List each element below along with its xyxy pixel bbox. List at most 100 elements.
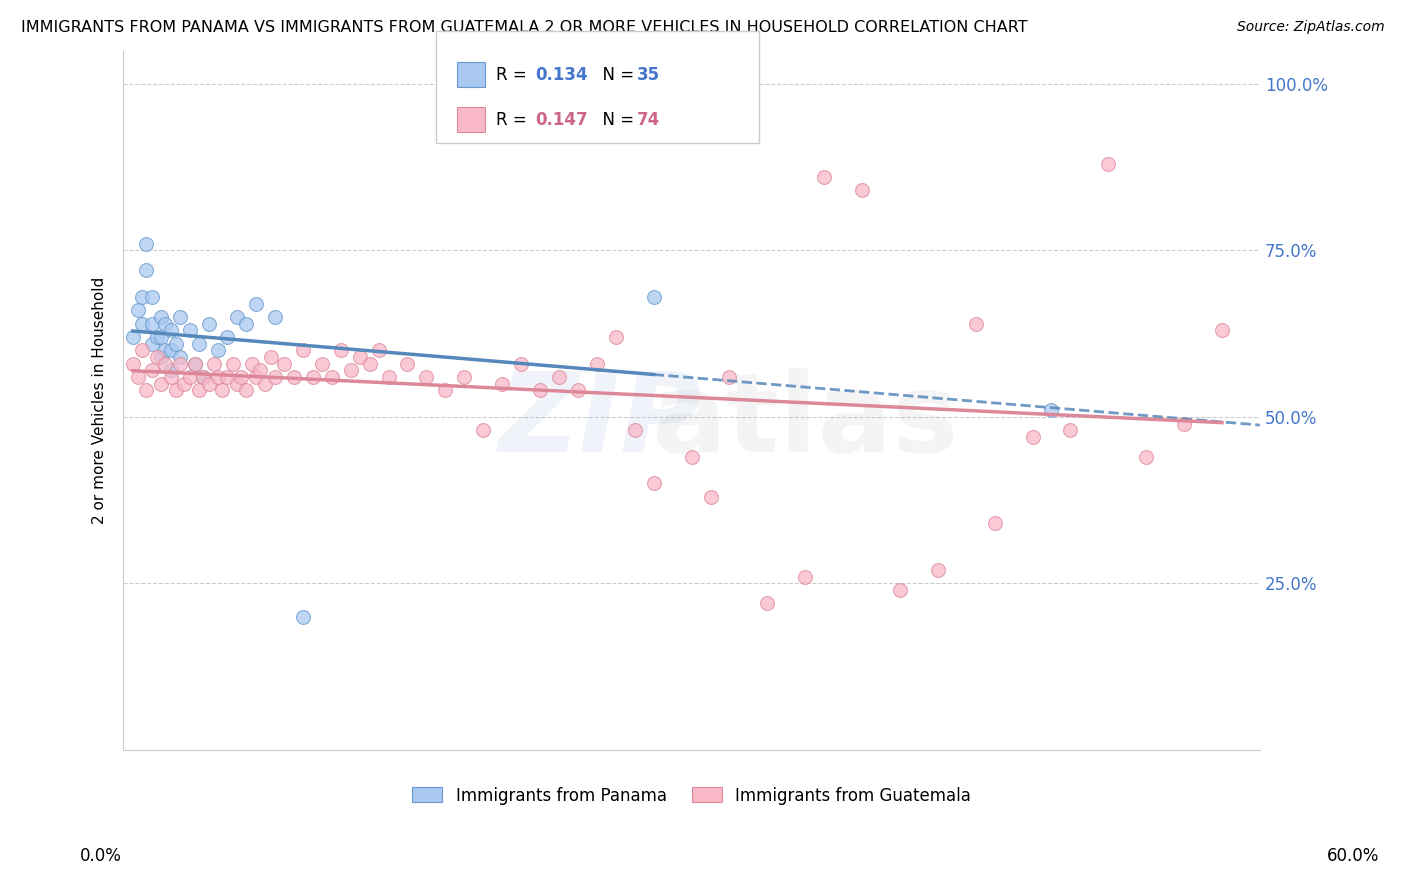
Point <box>718 370 741 384</box>
Point <box>330 343 353 358</box>
Point <box>548 370 571 384</box>
Point <box>121 357 143 371</box>
Text: 35: 35 <box>637 66 659 84</box>
Text: R =: R = <box>496 111 533 128</box>
Point <box>222 357 245 371</box>
Point <box>211 383 233 397</box>
Point <box>983 516 1005 531</box>
Point <box>141 290 163 304</box>
Text: 0.147: 0.147 <box>536 111 588 128</box>
Point <box>150 376 173 391</box>
Point <box>179 323 201 337</box>
Point <box>292 609 315 624</box>
Point <box>1135 450 1157 464</box>
Text: Source: ZipAtlas.com: Source: ZipAtlas.com <box>1237 20 1385 34</box>
Point <box>1021 430 1043 444</box>
Point <box>191 370 214 384</box>
Point <box>605 330 627 344</box>
Point <box>491 376 513 391</box>
Point <box>813 170 835 185</box>
Point <box>131 290 153 304</box>
Point <box>349 350 371 364</box>
Point <box>235 317 257 331</box>
Point <box>153 357 176 371</box>
Point <box>217 330 239 344</box>
Point <box>472 423 495 437</box>
Point <box>245 370 267 384</box>
Point <box>249 363 271 377</box>
Point <box>1040 403 1063 417</box>
Point <box>377 370 399 384</box>
Point <box>229 370 252 384</box>
Point <box>263 310 285 324</box>
Point <box>292 343 315 358</box>
Point <box>263 370 285 384</box>
Point <box>260 350 283 364</box>
Text: N =: N = <box>592 111 640 128</box>
Point <box>510 357 533 371</box>
Point <box>301 370 323 384</box>
Point <box>202 357 225 371</box>
Point <box>359 357 381 371</box>
Point <box>235 383 257 397</box>
Point <box>207 370 229 384</box>
Point <box>240 357 263 371</box>
Point <box>127 303 149 318</box>
Point <box>188 383 211 397</box>
Point <box>191 370 214 384</box>
Point <box>141 336 163 351</box>
Point <box>159 343 181 358</box>
Point <box>851 184 873 198</box>
Point <box>150 330 173 344</box>
Point <box>159 323 181 337</box>
Point <box>153 343 176 358</box>
Point <box>699 490 721 504</box>
Point <box>197 317 219 331</box>
Point <box>159 363 181 377</box>
Point <box>453 370 475 384</box>
Point <box>339 363 361 377</box>
Point <box>529 383 551 397</box>
Point <box>567 383 589 397</box>
Point <box>135 383 157 397</box>
Point <box>245 296 267 310</box>
Text: R =: R = <box>496 66 533 84</box>
Text: ZIP: ZIP <box>499 368 703 475</box>
Point <box>141 317 163 331</box>
Point <box>169 350 191 364</box>
Point <box>169 357 191 371</box>
Point <box>184 357 207 371</box>
Point <box>927 563 949 577</box>
Point <box>623 423 645 437</box>
Point <box>165 383 187 397</box>
Point <box>283 370 305 384</box>
Point <box>1211 323 1233 337</box>
Point <box>153 317 176 331</box>
Point <box>179 370 201 384</box>
Point <box>311 357 333 371</box>
Point <box>207 343 229 358</box>
Text: atlas: atlas <box>651 368 959 475</box>
Point <box>254 376 277 391</box>
Text: 74: 74 <box>637 111 661 128</box>
Point <box>150 310 173 324</box>
Point <box>150 350 173 364</box>
Legend: Immigrants from Panama, Immigrants from Guatemala: Immigrants from Panama, Immigrants from … <box>406 780 977 812</box>
Point <box>226 310 249 324</box>
Point <box>197 376 219 391</box>
Point <box>368 343 391 358</box>
Text: N =: N = <box>592 66 640 84</box>
Point <box>188 336 211 351</box>
Point <box>146 330 169 344</box>
Point <box>965 317 987 331</box>
Point <box>434 383 457 397</box>
Point <box>321 370 343 384</box>
Point <box>273 357 295 371</box>
Point <box>415 370 437 384</box>
Point <box>226 376 249 391</box>
Point <box>1059 423 1081 437</box>
Point <box>121 330 143 344</box>
Point <box>756 596 779 610</box>
Point <box>131 317 153 331</box>
Point <box>643 476 665 491</box>
